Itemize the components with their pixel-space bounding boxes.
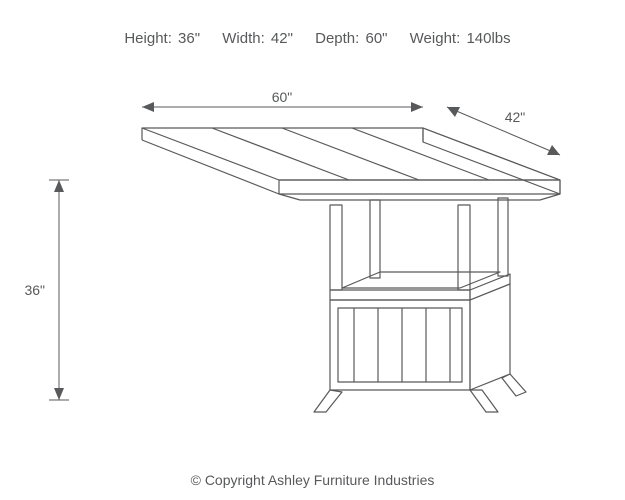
width-dimension: 42" [447,107,560,155]
table-drawing [142,128,560,412]
height-dimension: 36" [24,180,69,400]
depth-dim-label: 60" [272,89,293,105]
diagram-svg: 60" 42" 36" [0,0,625,500]
depth-dimension: 60" [142,89,423,112]
width-dim-label: 42" [505,109,526,125]
height-dim-label: 36" [24,282,45,298]
copyright-line: © Copyright Ashley Furniture Industries [0,472,625,488]
